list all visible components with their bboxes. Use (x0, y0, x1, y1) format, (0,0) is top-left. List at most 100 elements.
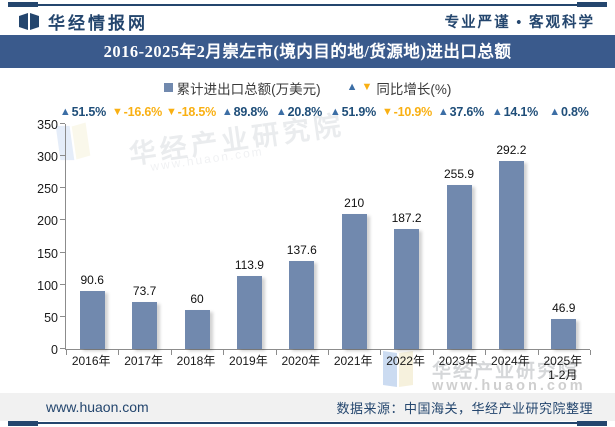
bar-value-label: 113.9 (234, 257, 264, 272)
bar-value-label: 137.6 (286, 242, 317, 257)
up-triangle-icon: ▲ (491, 106, 503, 118)
top-rule-line (8, 4, 607, 6)
x-tick-mark (380, 350, 382, 355)
up-triangle-icon: ▲ (275, 106, 287, 118)
bar (498, 161, 524, 349)
y-tick-mark (60, 348, 65, 349)
bar-value-label: 255.9 (443, 166, 475, 181)
x-tick-mark (485, 350, 487, 355)
growth-label: ▲ 89.8% (218, 101, 272, 123)
x-tick-mark (432, 350, 434, 355)
bottom-rule-dash-left (8, 421, 38, 426)
y-tick-label: 250 (37, 182, 58, 197)
y-tick-mark (60, 219, 65, 221)
legend-growth-label: 同比增长(%) (376, 81, 452, 97)
down-triangle-icon: ▼ (111, 106, 123, 118)
bar (446, 184, 472, 349)
top-rule-dash-right (577, 2, 607, 7)
growth-value: 0.8% (560, 105, 589, 119)
growth-value: -18.5% (177, 105, 217, 119)
bar (184, 310, 210, 349)
header: 华经情报网 专业严谨 • 客观科学 (0, 0, 615, 35)
y-tick-mark (60, 283, 65, 285)
bar (132, 301, 158, 349)
x-tick-mark (223, 350, 225, 355)
footer-bar: www.huaon.com 数据来源：中国海关，华经产业研究院整理 (0, 393, 615, 421)
y-tick-label: 350 (37, 118, 58, 132)
bar-value-label: 60 (190, 292, 204, 307)
growth-label: ▲ 37.6% (434, 101, 488, 123)
bar-value-label: 210 (344, 196, 365, 210)
growth-label: ▲ 14.1% (488, 101, 542, 123)
logo: 华经情报网 (18, 9, 148, 34)
y-tick-label: 0 (51, 343, 58, 357)
y-tick-label: 150 (37, 246, 58, 261)
bar (341, 214, 367, 349)
bar-value-label: 292.2 (496, 143, 527, 158)
top-rule-dash-left (8, 2, 38, 7)
growth-label: ▲ 20.8% (272, 101, 326, 123)
x-tick-mark (118, 350, 120, 355)
bar (289, 260, 315, 349)
book-logo-icon (18, 13, 40, 30)
x-axis-label: 2019年 (229, 354, 268, 368)
y-tick-label: 100 (37, 278, 58, 293)
x-tick-mark (170, 350, 172, 355)
x-axis-label: 2021年 (333, 354, 373, 368)
y-tick-label: 300 (37, 150, 58, 165)
x-tick-mark (537, 350, 539, 355)
growth-label-row: ▲ 51.5% ▼ -16.6% ▼ -18.5% ▲ 89.8% ▲ 20.8% ▲ 51.9% ▼ -… (56, 101, 596, 123)
bar (551, 318, 577, 349)
x-tick-mark (66, 350, 67, 355)
up-triangle-icon: ▲ (221, 106, 233, 118)
growth-label: ▲ 0.8% (542, 101, 596, 123)
x-axis-label: 2022年 (386, 354, 425, 368)
header-tagline: 专业严谨 • 客观科学 (444, 15, 595, 31)
growth-value: 89.8% (233, 105, 269, 119)
growth-value: 51.9% (341, 105, 377, 119)
legend: 累计进出口总额(万美元) ▲ ▼ 同比增长(%) (0, 68, 615, 101)
bar-chart: 0 50 100 150 200 250 300 350 90.6 73.7 60 113.9 137.… (0, 118, 615, 382)
bottom-rule-line (8, 422, 607, 424)
y-tick-mark (60, 315, 65, 317)
y-tick-mark (60, 155, 65, 157)
up-triangle-icon: ▲ (549, 106, 560, 118)
chart-title: 2016-2025年2月崇左市(境内目的地/货源地)进出口总额 (0, 35, 615, 68)
x-axis-label: 2024年 (491, 354, 530, 368)
bottom-rule-dash-right (577, 421, 607, 426)
up-triangle-icon: ▲ (437, 106, 449, 118)
logo-text: 华经情报网 (48, 14, 148, 33)
bar-series-swatch-icon (163, 83, 173, 92)
bar-value-label: 73.7 (132, 283, 157, 298)
growth-value: -10.9% (393, 105, 433, 119)
bar-value-label: 46.9 (552, 300, 576, 315)
growth-value: 14.1% (503, 105, 539, 119)
growth-label: ▲ 51.5% (56, 101, 110, 123)
y-tick-mark (60, 123, 65, 124)
legend-down-triangle-icon: ▼ (361, 81, 373, 93)
x-axis-labels: 2016年 2017年 2018年 2019年 2020年 2021年 2022年 2023年… (65, 350, 589, 382)
x-axis-label: 2017年 (124, 354, 163, 368)
bar-value-label: 187.2 (391, 210, 422, 225)
bar (394, 228, 420, 349)
x-tick-mark (275, 350, 277, 355)
x-axis-label: 2023年 (438, 354, 478, 368)
x-axis-label: 2020年 (281, 354, 321, 368)
y-tick-mark (60, 187, 65, 189)
bar (236, 275, 262, 349)
x-tick-mark (328, 350, 329, 355)
down-triangle-icon: ▼ (381, 106, 393, 118)
growth-label: ▼ -16.6% (110, 101, 164, 123)
x-axis-label: 2025年 1-2月 (543, 354, 583, 382)
bar-value-label: 90.6 (80, 272, 104, 287)
growth-label: ▼ -10.9% (380, 101, 434, 123)
growth-value: 20.8% (287, 105, 323, 119)
legend-item-bars: 累计进出口总额(万美元) (163, 78, 321, 98)
legend-up-triangle-icon: ▲ (346, 81, 358, 93)
y-tick-label: 200 (37, 214, 58, 229)
growth-value: -16.6% (123, 105, 163, 119)
x-axis-label: 2018年 (176, 354, 216, 368)
legend-item-growth: ▲ ▼ 同比增长(%) (347, 78, 452, 98)
up-triangle-icon: ▲ (59, 106, 71, 118)
